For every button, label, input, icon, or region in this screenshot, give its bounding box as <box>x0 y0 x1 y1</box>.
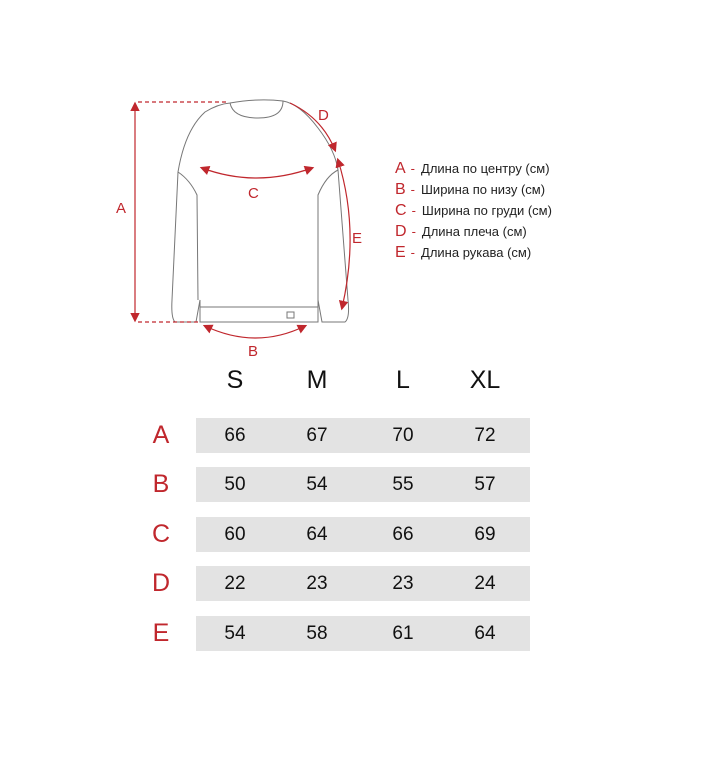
table-cell: 58 <box>306 623 328 644</box>
row-label: D <box>151 569 171 597</box>
table-cell: 70 <box>392 425 414 446</box>
table-cell: 57 <box>474 474 496 495</box>
legend-letter: E <box>395 243 406 261</box>
table-row: 50 54 55 57 <box>196 467 530 502</box>
legend-dash: - <box>410 182 416 197</box>
table-cell: 54 <box>224 623 246 644</box>
legend-text: Ширина по груди (см) <box>421 203 552 218</box>
table-cell: 50 <box>224 474 246 495</box>
label-d: D <box>318 107 329 124</box>
table-cell: 60 <box>224 524 246 545</box>
legend: A - Длина по центру (см) B - Ширина по низу … <box>395 158 552 263</box>
row-label: B <box>152 470 170 498</box>
legend-letter: D <box>395 222 407 240</box>
legend-item: D - Длина плеча (см) <box>395 221 552 242</box>
table-cell: 66 <box>392 524 414 545</box>
legend-dash: - <box>411 224 416 239</box>
sweater-diagram: A B C D E <box>116 99 362 360</box>
table-cell: 61 <box>392 623 414 644</box>
measure-b <box>202 324 308 339</box>
size-header-l: L <box>396 366 410 394</box>
measure-a <box>130 101 228 323</box>
measure-d <box>289 102 337 153</box>
label-c: C <box>248 185 259 202</box>
legend-dash: - <box>410 161 416 176</box>
table-row: 66 67 70 72 <box>196 418 530 453</box>
legend-text: Длина рукава (см) <box>421 245 532 260</box>
table-cell: 54 <box>306 474 328 495</box>
legend-text: Длина плеча (см) <box>421 224 527 239</box>
label-a: A <box>116 200 126 217</box>
table-cell: 55 <box>392 474 414 495</box>
table-cell: 23 <box>392 573 414 594</box>
legend-letter: C <box>395 201 407 219</box>
table-row: 60 64 66 69 <box>196 517 530 552</box>
size-header-s: S <box>226 366 244 394</box>
table-cell: 72 <box>474 425 496 446</box>
table-cell: 69 <box>474 524 496 545</box>
row-label: E <box>152 619 170 647</box>
table-cell: 23 <box>306 573 328 594</box>
size-header-xl: XL <box>469 366 501 394</box>
table-cell: 24 <box>474 573 496 594</box>
measure-c <box>199 165 315 179</box>
row-label: C <box>151 520 171 548</box>
label-b: B <box>248 343 258 360</box>
table-row: 54 58 61 64 <box>196 616 530 651</box>
size-header-m: M <box>306 366 328 394</box>
table-cell: 64 <box>474 623 496 644</box>
legend-text: Ширина по низу (см) <box>421 182 546 197</box>
legend-item: B - Ширина по низу (см) <box>395 179 552 200</box>
legend-item: A - Длина по центру (см) <box>395 158 552 179</box>
table-cell: 67 <box>306 425 328 446</box>
sweater-outline <box>171 99 350 323</box>
legend-letter: B <box>395 180 406 198</box>
legend-dash: - <box>410 245 416 260</box>
legend-item: E - Длина рукава (см) <box>395 242 552 263</box>
measure-e <box>335 157 351 311</box>
label-e: E <box>352 230 362 247</box>
table-cell: 64 <box>306 524 328 545</box>
legend-letter: A <box>395 159 406 177</box>
table-cell: 22 <box>224 573 246 594</box>
table-row: 22 23 23 24 <box>196 566 530 601</box>
legend-text: Длина по центру (см) <box>421 161 550 176</box>
table-cell: 66 <box>224 425 246 446</box>
row-label: A <box>152 421 170 449</box>
legend-item: C - Ширина по груди (см) <box>395 200 552 221</box>
legend-dash: - <box>411 203 416 218</box>
